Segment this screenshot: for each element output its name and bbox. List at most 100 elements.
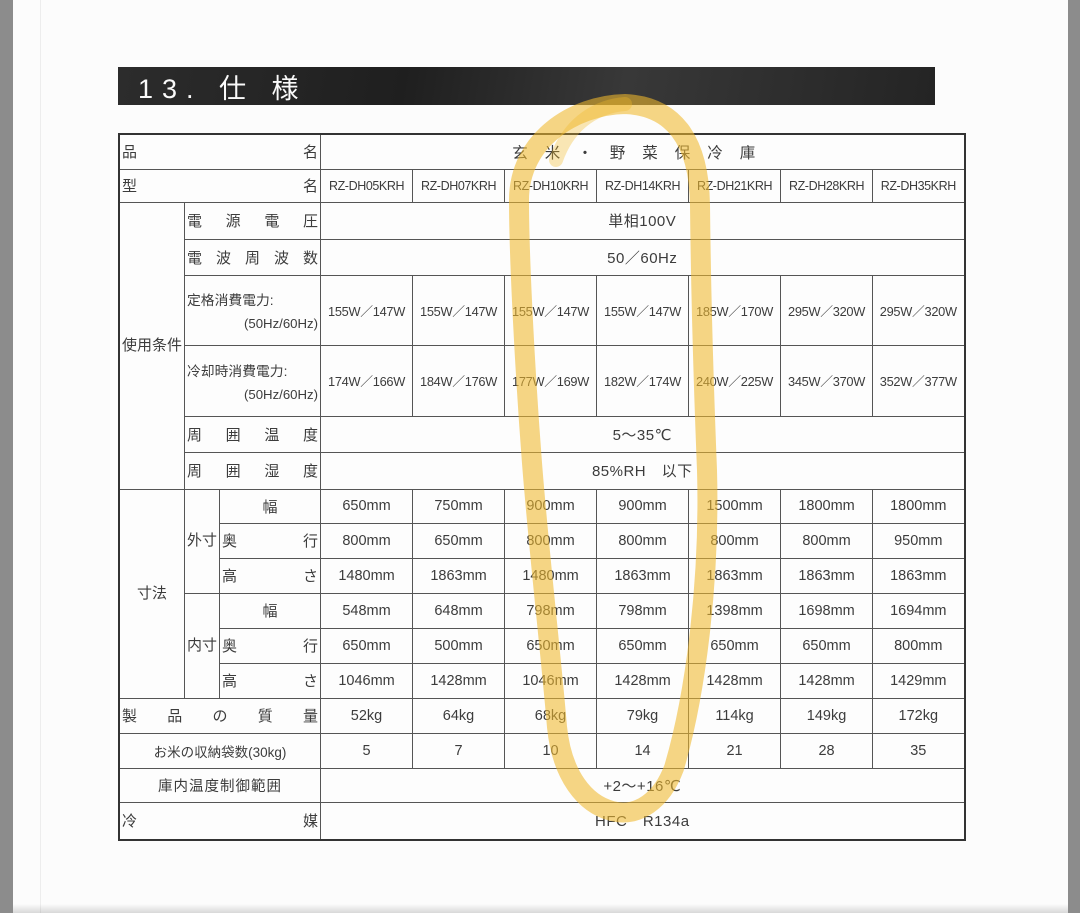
product-name-label: 品 名 <box>118 133 322 170</box>
table-row: 庫内温度制御範囲 +2〜+16℃ <box>118 767 966 803</box>
rated-power-cell: 295W／320W <box>872 274 966 346</box>
cooling-power-cell: 240W／225W <box>688 344 782 417</box>
inner-depth-cell: 650mm <box>596 627 690 664</box>
inner-height-cell: 1428mm <box>596 662 690 699</box>
ambient-humidity-label: 周 囲 湿 度 <box>184 451 322 490</box>
rated-power-cell: 155W／147W <box>320 274 414 346</box>
weight-cell: 68kg <box>504 697 598 734</box>
outer-width-cell: 1800mm <box>780 488 874 524</box>
refrigerant-label: 冷 媒 <box>118 801 322 841</box>
inner-width-cell: 1698mm <box>780 592 874 629</box>
rated-power-cell: 295W／320W <box>780 274 874 346</box>
rice-bags-cell: 28 <box>780 732 874 769</box>
frequency-label: 電 波 周 波 数 <box>184 238 322 276</box>
table-row: 冷 媒 HFC R134a <box>118 801 966 841</box>
outer-width-cell: 650mm <box>320 488 414 524</box>
inner-depth-label: 奥 行 <box>219 627 322 664</box>
outer-height-cell: 1863mm <box>596 557 690 594</box>
table-row: 奥 行 800mm 650mm 800mm 800mm 800mm 800mm … <box>119 522 966 559</box>
voltage-value: 単相100V <box>320 201 966 240</box>
table-row: 品 名 玄米・野菜保冷庫 <box>118 133 966 170</box>
cooling-power-cell: 345W／370W <box>780 344 874 417</box>
cooling-power-cell: 174W／166W <box>320 344 414 417</box>
table-row: お米の収納袋数(30kg) 5 7 10 14 21 28 35 <box>118 732 966 769</box>
inner-depth-cell: 500mm <box>412 627 506 664</box>
rated-power-cell: 155W／147W <box>412 274 506 346</box>
cooling-power-cell: 182W／174W <box>596 344 690 417</box>
model-cell: RZ-DH05KRH <box>320 168 414 203</box>
model-cell: RZ-DH10KRH <box>504 168 598 203</box>
inner-depth-cell: 650mm <box>688 627 782 664</box>
inner-width-cell: 798mm <box>504 592 598 629</box>
table-row: 高 さ 1480mm 1863mm 1480mm 1863mm 1863mm 1… <box>119 557 966 594</box>
inner-height-cell: 1046mm <box>504 662 598 699</box>
outer-depth-cell: 800mm <box>596 522 690 559</box>
table-row: 製 品 の 質 量 52kg 64kg 68kg 79kg 114kg 149k… <box>118 697 966 734</box>
temp-range-value: +2〜+16℃ <box>320 767 966 803</box>
inner-height-cell: 1428mm <box>412 662 506 699</box>
rated-power-cell: 155W／147W <box>596 274 690 346</box>
rated-power-cell: 185W／170W <box>688 274 782 346</box>
inner-depth-cell: 800mm <box>872 627 966 664</box>
cooling-power-label-line2: (50Hz/60Hz) <box>244 386 319 402</box>
table-row: 高 さ 1046mm 1428mm 1046mm 1428mm 1428mm 1… <box>119 662 966 699</box>
outer-depth-cell: 800mm <box>688 522 782 559</box>
temp-range-label: 庫内温度制御範囲 <box>118 767 322 803</box>
dimensions-group-label: 寸法 <box>118 488 186 699</box>
cooling-power-cell: 352W／377W <box>872 344 966 417</box>
outer-depth-cell: 800mm <box>320 522 414 559</box>
table-row: 冷却時消費電力: (50Hz/60Hz) 174W／166W 184W／176W… <box>119 344 966 417</box>
weight-cell: 52kg <box>320 697 414 734</box>
weight-cell: 79kg <box>596 697 690 734</box>
product-name-value: 玄米・野菜保冷庫 <box>320 133 966 170</box>
table-row: 型 名 RZ-DH05KRH RZ-DH07KRH RZ-DH10KRH RZ-… <box>118 168 966 203</box>
outer-height-label: 高 さ <box>219 557 322 594</box>
inner-depth-cell: 650mm <box>780 627 874 664</box>
rice-bags-cell: 35 <box>872 732 966 769</box>
ambient-temp-label: 周 囲 温 度 <box>184 415 322 453</box>
table-row: 使用条件 電 源 電 圧 単相100V <box>118 201 966 490</box>
outer-width-cell: 1500mm <box>688 488 782 524</box>
inner-height-cell: 1428mm <box>780 662 874 699</box>
section-title: 13. 仕 様 <box>138 73 308 104</box>
outer-depth-cell: 950mm <box>872 522 966 559</box>
outer-width-cell: 900mm <box>504 488 598 524</box>
outer-depth-cell: 800mm <box>504 522 598 559</box>
scan-artifact-line <box>40 0 41 913</box>
cooling-power-cell: 184W／176W <box>412 344 506 417</box>
outer-width-cell: 900mm <box>596 488 690 524</box>
outer-depth-cell: 650mm <box>412 522 506 559</box>
inner-width-cell: 798mm <box>596 592 690 629</box>
ambient-humidity-value: 85%RH 以下 <box>320 451 966 490</box>
weight-label: 製 品 の 質 量 <box>118 697 322 734</box>
rice-bags-cell: 21 <box>688 732 782 769</box>
model-cell: RZ-DH21KRH <box>688 168 782 203</box>
voltage-label: 電 源 電 圧 <box>184 201 322 240</box>
weight-cell: 149kg <box>780 697 874 734</box>
model-cell: RZ-DH35KRH <box>872 168 966 203</box>
frequency-value: 50／60Hz <box>320 238 966 276</box>
table-row: 周 囲 温 度 5〜35℃ <box>119 415 966 453</box>
cooling-power-label-line1: 冷却時消費電力: <box>187 363 288 379</box>
inner-width-cell: 1694mm <box>872 592 966 629</box>
rice-bags-cell: 7 <box>412 732 506 769</box>
refrigerant-value: HFC R134a <box>320 801 966 841</box>
inner-height-label: 高 さ <box>219 662 322 699</box>
cooling-power-cell: 177W／169W <box>504 344 598 417</box>
model-cell-highlighted: RZ-DH14KRH <box>596 168 690 203</box>
weight-cell: 114kg <box>688 697 782 734</box>
usage-group-label: 使用条件 <box>118 201 186 490</box>
outer-width-cell: 1800mm <box>872 488 966 524</box>
model-cell: RZ-DH28KRH <box>780 168 874 203</box>
inner-width-cell: 648mm <box>412 592 506 629</box>
inner-width-cell: 1398mm <box>688 592 782 629</box>
table-row: 電 波 周 波 数 50／60Hz <box>119 238 966 276</box>
rated-power-label-line1: 定格消費電力: <box>187 293 274 308</box>
inner-dims-group-label: 内寸 <box>184 592 221 699</box>
outer-depth-cell: 800mm <box>780 522 874 559</box>
table-row: 周 囲 湿 度 85%RH 以下 <box>119 451 966 490</box>
outer-width-cell: 750mm <box>412 488 506 524</box>
table-row: 定格消費電力: (50Hz/60Hz) 155W／147W 155W／147W … <box>119 274 966 346</box>
rated-power-cell: 155W／147W <box>504 274 598 346</box>
